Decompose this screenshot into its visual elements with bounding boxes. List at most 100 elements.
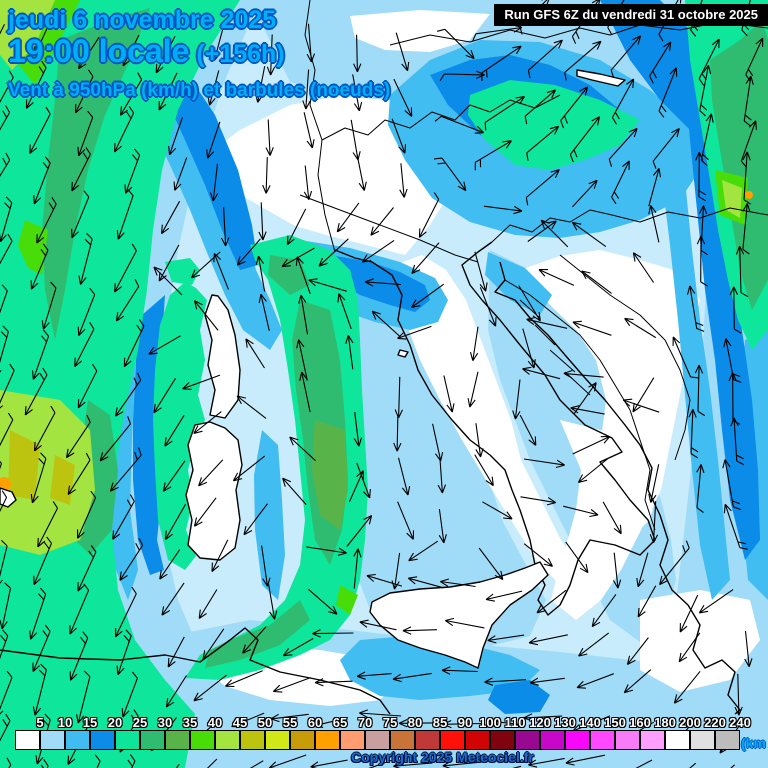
wind-arrow — [648, 168, 662, 207]
wind-arrow — [730, 417, 745, 466]
wind-arrow — [153, 266, 183, 296]
wind-arrow — [439, 70, 485, 82]
wind-arrow — [232, 455, 266, 482]
wind-arrow — [528, 634, 568, 646]
river-po — [299, 194, 479, 263]
wind-arrow — [391, 552, 401, 590]
wind-arrow — [221, 207, 230, 247]
wind-arrow — [121, 671, 138, 718]
wind-arrow — [610, 35, 642, 78]
wind-arrow — [744, 630, 753, 668]
wind-arrow — [479, 287, 497, 327]
wind-arrow — [36, 196, 57, 244]
wind-arrow — [699, 64, 712, 117]
wind-arrow — [99, 416, 132, 462]
wind-arrow — [391, 118, 407, 154]
wind-arrow — [632, 252, 655, 283]
wind-arrow — [24, 367, 48, 416]
wind-arrow — [0, 196, 13, 243]
wind-arrow — [472, 24, 523, 42]
wind-arrow — [198, 589, 218, 619]
wind-arrow — [729, 286, 742, 334]
wind-arrow — [475, 423, 484, 458]
wind-arrow — [173, 157, 188, 191]
wind-arrow — [268, 754, 307, 768]
wind-arrow — [356, 462, 371, 499]
wind-arrow — [371, 310, 401, 338]
wind-arrow — [608, 127, 638, 167]
wind-arrow — [436, 28, 475, 60]
field-bright-left-spot — [18, 220, 48, 275]
wind-arrow — [0, 539, 8, 585]
wind-arrow — [282, 638, 314, 657]
wind-arrow — [576, 673, 614, 689]
wind-arrow — [32, 329, 50, 380]
wind-arrow — [571, 179, 598, 208]
field-white-puglia — [560, 420, 660, 560]
wind-arrow — [577, 458, 609, 484]
wind-arrow — [231, 712, 265, 728]
wind-arrow — [242, 626, 267, 654]
wind-arrow — [167, 636, 185, 668]
wind-arrow — [395, 32, 410, 72]
wind-arrow — [182, 374, 221, 390]
wind-arrow — [164, 503, 187, 540]
wind-arrow — [442, 760, 480, 768]
wind-arrow — [0, 284, 8, 314]
island-sicily — [369, 561, 549, 669]
wind-arrow — [370, 207, 394, 236]
wind-arrow — [206, 758, 218, 768]
wind-arrow — [164, 415, 185, 447]
wind-arrow — [122, 34, 140, 67]
wind-arrow — [161, 582, 185, 616]
wind-arrow — [155, 36, 176, 74]
wind-arrow — [0, 412, 14, 447]
run-info-box: Run GFS 6Z du vendredi 31 octobre 2025 — [494, 4, 768, 26]
wind-arrow — [0, 70, 14, 104]
wind-arrow — [25, 60, 47, 109]
wind-arrow — [569, 116, 601, 163]
wind-arrow — [353, 411, 363, 447]
wind-arrow — [696, 464, 705, 513]
wind-arrow — [312, 629, 354, 638]
wind-arrow — [336, 202, 360, 233]
wind-arrow — [74, 322, 95, 368]
wind-arrow — [356, 671, 392, 680]
wind-arrow — [33, 536, 53, 586]
wind-arrow — [649, 501, 659, 543]
field-olive-left-a — [8, 430, 40, 500]
wind-arrow — [310, 759, 348, 768]
wind-arrow — [272, 677, 311, 693]
wind-arrow — [648, 464, 660, 503]
wind-arrow — [306, 546, 347, 556]
wind-arrow — [0, 629, 9, 659]
wind-arrow — [526, 316, 568, 329]
wind-arrow — [485, 590, 523, 602]
wind-arrow — [523, 713, 563, 722]
wind-arrow — [622, 398, 660, 413]
border-serbia — [559, 254, 691, 461]
field-leaf-central-core — [312, 420, 348, 530]
wind-arrow — [346, 515, 373, 547]
wind-arrow — [119, 72, 143, 116]
wind-arrow — [0, 582, 12, 630]
wind-arrow — [364, 278, 401, 287]
wind-arrow — [243, 503, 268, 536]
wind-arrow — [591, 594, 617, 628]
wind-arrow — [76, 670, 91, 724]
field-strong-south-sicily — [488, 680, 550, 714]
wind-arrow — [398, 719, 434, 728]
wind-arrow — [148, 335, 181, 355]
lake-balaton — [576, 69, 626, 87]
wind-arrow — [440, 578, 476, 588]
wind-arrow — [266, 34, 276, 76]
wind-arrow — [67, 452, 91, 496]
wind-arrow — [649, 41, 672, 84]
wind-arrow — [37, 501, 58, 548]
wind-arrow — [77, 287, 96, 336]
wind-arrow — [245, 338, 265, 369]
wind-arrow — [159, 549, 181, 580]
wind-arrow — [261, 545, 271, 587]
wind-arrow — [225, 670, 263, 688]
